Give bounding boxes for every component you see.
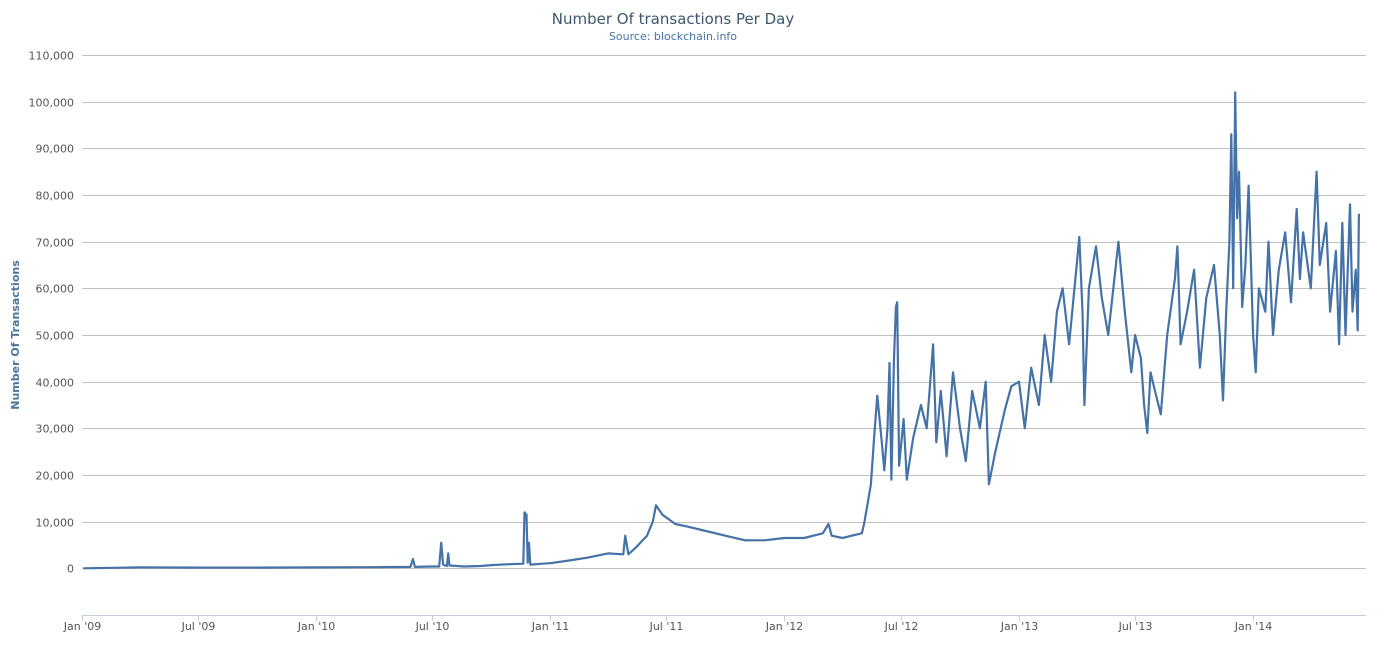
- y-axis-ticks: 0 10,000 20,000 30,000 40,000 50,000 60,000 70,…: [29, 50, 75, 576]
- x-tick-label: Jan '09: [63, 620, 101, 633]
- x-tick-label: Jul '09: [181, 620, 216, 633]
- chart-subtitle: Source: blockchain.info: [609, 30, 737, 43]
- series-layer: [83, 91, 1360, 570]
- x-tick-label: Jul '13: [1118, 620, 1153, 633]
- y-tick-label: 10,000: [36, 517, 75, 530]
- x-axis-ticks: Jan '09 Jul '09 Jan '10 Jul '10 Jan '11 Jul '…: [63, 615, 1272, 633]
- y-tick-label: 30,000: [36, 423, 75, 436]
- x-tick-label: Jul '10: [415, 620, 450, 633]
- y-tick-label: 100,000: [29, 97, 75, 110]
- y-tick-label: 90,000: [36, 143, 75, 156]
- x-tick-label: Jul '11: [649, 620, 684, 633]
- y-axis-label: Number Of Transactions: [9, 260, 22, 410]
- y-tick-label: 20,000: [36, 470, 75, 483]
- y-tick-label: 110,000: [29, 50, 75, 63]
- y-tick-label: 60,000: [36, 283, 75, 296]
- chart-title: Number Of transactions Per Day: [552, 10, 795, 28]
- x-tick-label: Jan '11: [531, 620, 569, 633]
- x-tick-label: Jan '14: [1234, 620, 1272, 633]
- y-tick-label: 80,000: [36, 190, 75, 203]
- grid-lines: [82, 55, 1366, 616]
- y-tick-label: 0: [67, 563, 74, 576]
- y-tick-label: 50,000: [36, 330, 75, 343]
- y-tick-label: 40,000: [36, 377, 75, 390]
- x-tick-label: Jul '12: [884, 620, 919, 633]
- x-tick-label: Jan '13: [1000, 620, 1038, 633]
- series-line: [83, 91, 1360, 570]
- y-tick-label: 70,000: [36, 237, 75, 250]
- x-tick-label: Jan '10: [297, 620, 335, 633]
- x-tick-label: Jan '12: [765, 620, 803, 633]
